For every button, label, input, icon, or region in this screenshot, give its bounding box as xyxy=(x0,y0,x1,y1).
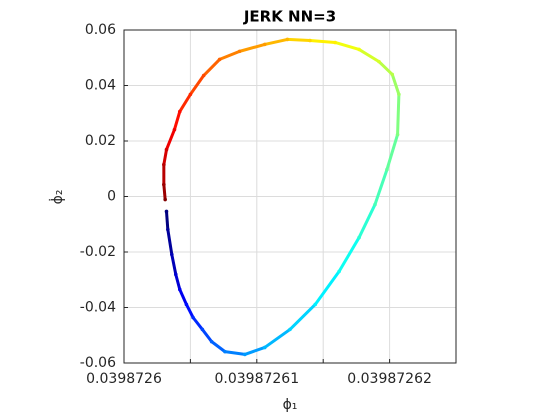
curve-segment xyxy=(178,93,192,113)
curve-segment xyxy=(219,49,241,61)
curve-point xyxy=(243,352,247,357)
curve-point xyxy=(377,59,381,64)
curve-segment xyxy=(162,149,168,165)
curve-segment xyxy=(201,328,213,343)
curve-segment xyxy=(396,94,401,135)
curve-segment xyxy=(166,229,174,255)
curve-point xyxy=(173,272,178,277)
curve-point xyxy=(200,327,205,332)
curve-point xyxy=(357,235,361,240)
curve-segment xyxy=(178,288,188,306)
curve-segment xyxy=(309,39,336,44)
curve-segment xyxy=(334,41,360,51)
curve-point xyxy=(162,162,166,167)
curve-segment xyxy=(287,37,310,43)
curve-segment xyxy=(263,328,291,349)
curve-point xyxy=(357,47,361,52)
curve-segment xyxy=(337,236,361,273)
curve-point xyxy=(166,227,170,232)
curve-segment xyxy=(189,74,205,96)
curve-segment xyxy=(314,270,341,306)
x-tick-label: 0.0398726 xyxy=(86,371,162,387)
curve-point xyxy=(337,269,341,274)
curve-point xyxy=(390,72,395,77)
curve-segment xyxy=(373,169,389,206)
curve-segment xyxy=(191,316,204,331)
curve-point xyxy=(385,167,389,172)
curve-segment xyxy=(288,303,317,331)
y-tick-label: -0.04 xyxy=(80,300,116,316)
curve-point xyxy=(373,202,377,207)
y-tick-label: -0.02 xyxy=(80,244,116,260)
curve-point xyxy=(237,49,242,54)
curve-segment xyxy=(264,37,288,46)
curve-point xyxy=(285,37,290,42)
curve-segment xyxy=(224,350,246,356)
curve-point xyxy=(308,38,312,43)
curve-point xyxy=(313,302,318,307)
y-tick-label: 0.06 xyxy=(85,22,116,38)
curve-segment xyxy=(358,48,380,63)
curve-point xyxy=(395,132,400,137)
curve-segment xyxy=(173,111,182,131)
curve-point xyxy=(164,147,169,152)
curve-point xyxy=(188,92,193,97)
curve-point xyxy=(397,92,401,97)
curve-segment xyxy=(357,203,377,239)
curve-point xyxy=(288,327,292,332)
curve-segment xyxy=(202,58,221,77)
curve-segment xyxy=(162,184,167,200)
y-tick-label: -0.06 xyxy=(80,355,116,371)
curve-segment xyxy=(239,42,266,53)
curve-point xyxy=(177,287,182,292)
curve-point xyxy=(201,73,206,78)
curve-segment xyxy=(210,340,226,353)
curve-point xyxy=(223,349,227,354)
curve-point xyxy=(163,197,167,202)
curve-point xyxy=(333,40,337,45)
x-axis-label: ϕ₁ xyxy=(283,397,298,413)
curve-segment xyxy=(377,60,394,76)
curve-point xyxy=(170,252,174,257)
y-tick-label: 0 xyxy=(107,189,116,205)
curve-segment xyxy=(170,254,178,275)
curve-segment xyxy=(174,274,182,290)
curve-point xyxy=(177,109,182,114)
y-tick-label: 0.02 xyxy=(85,133,116,149)
y-tick-label: 0.04 xyxy=(85,78,116,94)
curve-segment xyxy=(165,211,170,230)
curve-point xyxy=(209,339,214,344)
x-tick-label: 0.03987261 xyxy=(214,371,299,387)
y-axis-label: ϕ̇₂ xyxy=(48,190,66,205)
curve-point xyxy=(217,57,222,62)
curve-point xyxy=(172,127,177,132)
curve-segment xyxy=(390,73,401,95)
x-tick-label: 0.03987262 xyxy=(347,371,432,387)
curve-point xyxy=(262,345,267,350)
curve-segment xyxy=(185,303,195,319)
curve-segment xyxy=(244,346,266,356)
curve-point xyxy=(191,315,195,320)
curve-point xyxy=(184,302,189,307)
curve-point xyxy=(164,209,169,214)
curve-segment xyxy=(385,134,400,171)
axes-box xyxy=(123,29,457,364)
chart-title: JERK NN=3 xyxy=(243,8,336,26)
curve-point xyxy=(262,42,267,47)
curve-segment xyxy=(165,129,176,151)
curve-point xyxy=(162,182,166,187)
